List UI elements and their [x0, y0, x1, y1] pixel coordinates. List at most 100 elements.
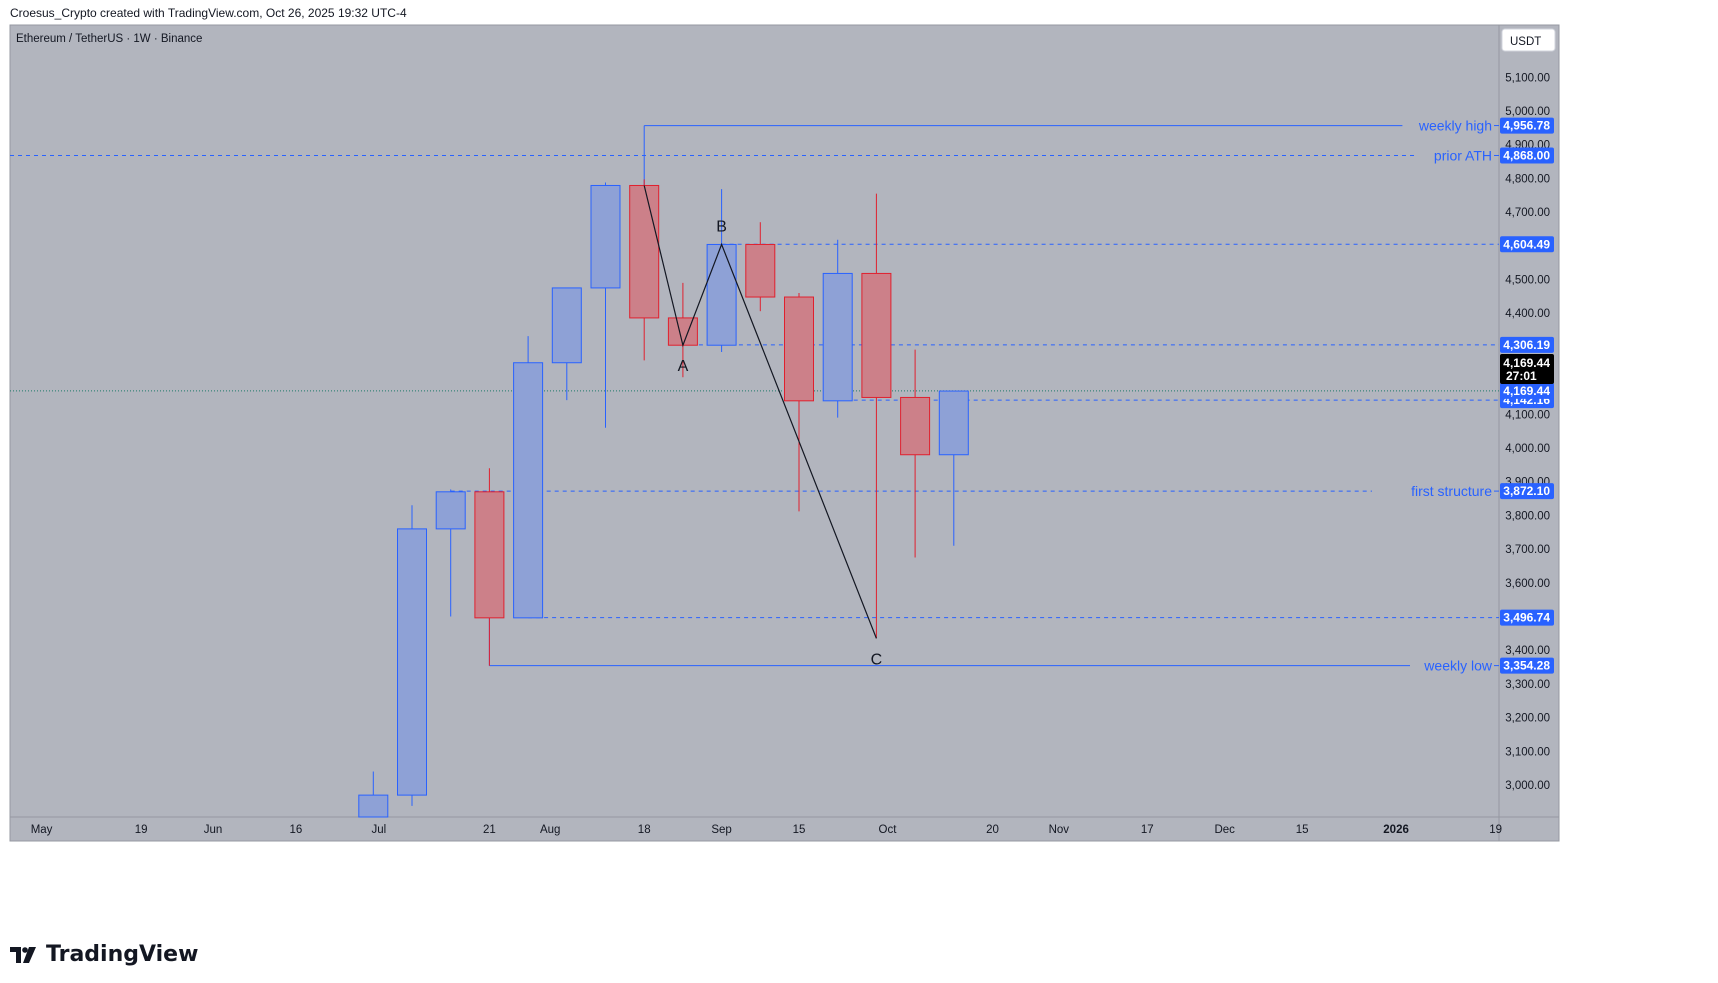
x-tick-label: 21: [483, 824, 496, 836]
candle-body-13: [861, 272, 892, 398]
x-tick-label: 15: [793, 824, 806, 836]
price-labels: 4,956.784,868.004,604.494,306.194,142.16…: [1500, 117, 1554, 674]
x-tick-label: Oct: [879, 824, 898, 836]
pattern-line: [643, 185, 877, 639]
level-price-label-7-text: 3,354.28: [1503, 659, 1550, 673]
level-price-label-5: 3,872.10: [1500, 483, 1554, 500]
currency-button-label: USDT: [1510, 36, 1541, 48]
candle-body-4: [513, 362, 544, 619]
candle-0: [358, 771, 389, 818]
y-tick-label: 3,200.00: [1505, 713, 1550, 725]
tradingview-logo: TradingView: [10, 942, 198, 967]
candle-body-3: [474, 491, 505, 619]
y-tick-label: 4,100.00: [1505, 409, 1550, 421]
bar-countdown: 27:01: [1506, 369, 1537, 383]
x-tick-label: Jun: [204, 824, 223, 836]
y-tick-label: 3,400.00: [1505, 645, 1550, 657]
abc-pattern: A B C: [643, 185, 883, 668]
y-tick-label: 4,500.00: [1505, 275, 1550, 287]
x-tick-label: Nov: [1049, 824, 1070, 836]
candle-12: [822, 239, 853, 418]
x-tick-label: Dec: [1214, 824, 1235, 836]
x-tick-label: May: [31, 824, 53, 836]
level-price-label-6: 3,496.74: [1500, 609, 1554, 626]
level-price-label-3-text: 4,306.19: [1503, 338, 1550, 352]
level-price-label-7: 3,354.28: [1500, 657, 1554, 674]
level-annotation-5: first structure: [1411, 483, 1492, 499]
x-tick-label: Aug: [540, 824, 560, 836]
y-tick-label: 3,100.00: [1505, 746, 1550, 758]
time-axis-ticks: May 19 Jun 16 Jul 21 Aug 18 Sep 15 Oct 20 Nov 17 Dec 15…: [31, 824, 1502, 836]
y-tick-label: 5,000.00: [1505, 106, 1550, 118]
y-tick-label: 4,400.00: [1505, 308, 1550, 320]
tradingview-logo-text: TradingView: [46, 942, 199, 967]
y-tick-label: 3,600.00: [1505, 578, 1550, 590]
level-price-label-2: 4,604.49: [1500, 236, 1554, 253]
candle-7: [629, 179, 660, 361]
candle-body-0: [358, 794, 389, 818]
x-tick-label: 18: [638, 824, 651, 836]
candle-body-12: [822, 272, 853, 402]
candle-1: [397, 505, 427, 806]
time-axis-background[interactable]: [10, 817, 1559, 841]
currency-button[interactable]: USDT: [1501, 28, 1556, 52]
candle-13: [861, 193, 892, 639]
x-tick-label: 20: [986, 824, 999, 836]
candle-body-1: [397, 528, 427, 796]
candle-body-7: [629, 184, 660, 319]
level-annotation-0: weekly high: [1418, 118, 1492, 134]
candle-body-15: [938, 390, 969, 456]
x-tick-label: 19: [135, 824, 148, 836]
candle-15: [938, 390, 969, 546]
level-price-label-3: 4,306.19: [1500, 336, 1554, 353]
level-annotation-7: weekly low: [1423, 658, 1493, 674]
candle-3: [474, 468, 505, 666]
x-tick-label: 16: [290, 824, 303, 836]
candle-body-8: [667, 317, 698, 346]
y-tick-label: 4,000.00: [1505, 443, 1550, 455]
level-price-label-2-text: 4,604.49: [1503, 237, 1550, 251]
chart-attribution: Croesus_Crypto created with TradingView.…: [10, 6, 407, 20]
level-price-label-6-text: 3,496.74: [1503, 611, 1550, 625]
current-line-price-label: 4,169.44: [1500, 382, 1554, 399]
candle-6: [590, 182, 621, 428]
level-price-label-1-text: 4,868.00: [1503, 148, 1550, 162]
candle-14: [900, 349, 931, 558]
tradingview-logo-icon: [10, 946, 36, 963]
y-tick-label: 3,000.00: [1505, 780, 1550, 792]
y-tick-label: 3,700.00: [1505, 544, 1550, 556]
x-tick-label: 19: [1489, 824, 1502, 836]
x-tick-label: 15: [1296, 824, 1309, 836]
pattern-point-a: A: [678, 358, 689, 375]
candle-body-6: [590, 184, 621, 289]
candle-10: [745, 222, 776, 312]
candle-9: [706, 189, 737, 352]
y-tick-label: 3,800.00: [1505, 510, 1550, 522]
candles: [358, 179, 969, 818]
x-tick-label: Sep: [711, 824, 731, 836]
candle-body-11: [784, 296, 814, 402]
y-tick-label: 4,700.00: [1505, 207, 1550, 219]
current-price-value: 4,169.44: [1503, 356, 1550, 370]
candle-5: [551, 287, 582, 401]
y-tick-label: 5,100.00: [1505, 72, 1550, 84]
y-tick-label: 4,800.00: [1505, 173, 1550, 185]
candle-body-5: [551, 287, 582, 364]
pattern-point-b: B: [716, 218, 727, 235]
candle-body-10: [745, 243, 776, 298]
level-price-label-1: 4,868.00: [1500, 147, 1554, 164]
x-tick-label: 2026: [1383, 824, 1409, 836]
x-tick-label: 17: [1141, 824, 1154, 836]
candle-body-14: [900, 396, 931, 456]
level-annotation-1: prior ATH: [1434, 147, 1492, 163]
plot-background: [10, 25, 1499, 817]
price-axis-ticks: 3,000.00 3,100.00 3,200.00 3,300.00 3,400.00…: [1505, 72, 1550, 792]
y-tick-label: 3,300.00: [1505, 679, 1550, 691]
pattern-point-c: C: [871, 651, 883, 668]
level-price-label-5-text: 3,872.10: [1503, 484, 1550, 498]
current-line-price-label-text: 4,169.44: [1503, 384, 1550, 398]
candle-body-9: [706, 243, 737, 346]
candle-body-2: [435, 491, 466, 530]
